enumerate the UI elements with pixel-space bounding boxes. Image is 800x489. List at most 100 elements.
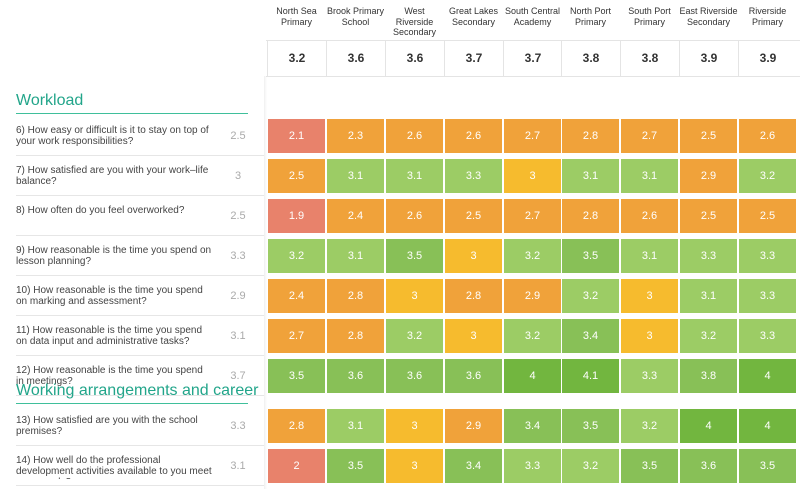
school-name-header[interactable]: North Sea Primary bbox=[276, 6, 317, 27]
score-cell[interactable]: 2.9 bbox=[445, 409, 502, 443]
score-cell[interactable]: 3.6 bbox=[680, 449, 737, 483]
score-cell[interactable]: 2.6 bbox=[445, 119, 502, 153]
score-cell[interactable]: 3 bbox=[386, 279, 443, 313]
score-cell[interactable]: 2.7 bbox=[268, 319, 325, 353]
score-cell[interactable]: 2.5 bbox=[268, 159, 325, 193]
score-cell[interactable]: 2.6 bbox=[386, 119, 443, 153]
score-cell[interactable]: 3.1 bbox=[621, 239, 678, 273]
school-name-header[interactable]: Brook Primary School bbox=[326, 6, 384, 27]
score-cell[interactable]: 3.4 bbox=[504, 409, 561, 443]
question-text[interactable]: 12) How reasonable is the time you spend… bbox=[16, 365, 203, 387]
score-cell[interactable]: 2.9 bbox=[680, 159, 737, 193]
score-cell[interactable]: 3.3 bbox=[739, 279, 796, 313]
score-cell[interactable]: 3 bbox=[445, 239, 502, 273]
score-cell[interactable]: 2.7 bbox=[504, 119, 561, 153]
score-cell[interactable]: 3.2 bbox=[504, 319, 561, 353]
score-cell[interactable]: 3.6 bbox=[445, 359, 502, 393]
score-cell[interactable]: 3.3 bbox=[739, 319, 796, 353]
score-cell[interactable]: 2.7 bbox=[621, 119, 678, 153]
question-text[interactable]: 7) How satisfied are you with your work–… bbox=[16, 165, 209, 187]
score-cell[interactable]: 3 bbox=[621, 319, 678, 353]
score-cell[interactable]: 3.3 bbox=[445, 159, 502, 193]
school-name-header[interactable]: Riverside Primary bbox=[748, 6, 787, 27]
question-text[interactable]: 11) How reasonable is the time you spend… bbox=[16, 325, 203, 347]
score-cell[interactable]: 2.1 bbox=[268, 119, 325, 153]
score-cell[interactable]: 3.2 bbox=[562, 449, 619, 483]
score-cell[interactable]: 2.4 bbox=[327, 199, 384, 233]
school-name-header[interactable]: South Port Primary bbox=[628, 6, 671, 27]
score-cell[interactable]: 3.1 bbox=[327, 239, 384, 273]
score-cell[interactable]: 3.5 bbox=[386, 239, 443, 273]
score-cell[interactable]: 3.2 bbox=[562, 279, 619, 313]
row-divider bbox=[16, 395, 264, 396]
score-cell[interactable]: 3.5 bbox=[562, 409, 619, 443]
score-cell[interactable]: 3 bbox=[621, 279, 678, 313]
score-cell[interactable]: 2.8 bbox=[445, 279, 502, 313]
score-cell[interactable]: 3.2 bbox=[739, 159, 796, 193]
score-cell[interactable]: 3.2 bbox=[268, 239, 325, 273]
score-cell[interactable]: 2.5 bbox=[739, 199, 796, 233]
score-cell[interactable]: 3.3 bbox=[739, 239, 796, 273]
score-cell[interactable]: 3.5 bbox=[562, 239, 619, 273]
score-cell[interactable]: 2.6 bbox=[621, 199, 678, 233]
score-cell[interactable]: 3.5 bbox=[621, 449, 678, 483]
question-text[interactable]: 13) How satisfied are you with the schoo… bbox=[16, 415, 198, 437]
score-cell[interactable]: 4 bbox=[680, 409, 737, 443]
score-cell[interactable]: 4 bbox=[739, 359, 796, 393]
score-cell[interactable]: 3.2 bbox=[680, 319, 737, 353]
score-cell[interactable]: 3.2 bbox=[504, 239, 561, 273]
score-cell[interactable]: 2.8 bbox=[327, 319, 384, 353]
school-name-header[interactable]: Great Lakes Secondary bbox=[448, 6, 499, 27]
score-cell[interactable]: 3.4 bbox=[562, 319, 619, 353]
score-cell[interactable]: 3.3 bbox=[680, 239, 737, 273]
school-name-header[interactable]: West Riverside Secondary bbox=[392, 6, 437, 37]
score-cell[interactable]: 2.8 bbox=[268, 409, 325, 443]
question-text[interactable]: 14) How well do the professional develop… bbox=[16, 455, 212, 479]
score-cell[interactable]: 3.1 bbox=[621, 159, 678, 193]
score-cell[interactable]: 3.5 bbox=[327, 449, 384, 483]
score-cell[interactable]: 3.1 bbox=[386, 159, 443, 193]
score-cell[interactable]: 2.8 bbox=[327, 279, 384, 313]
score-cell[interactable]: 3.1 bbox=[327, 159, 384, 193]
score-cell[interactable]: 3.2 bbox=[386, 319, 443, 353]
score-cell[interactable]: 4 bbox=[739, 409, 796, 443]
score-cell[interactable]: 3.3 bbox=[504, 449, 561, 483]
score-cell[interactable]: 3 bbox=[386, 449, 443, 483]
score-cell[interactable]: 3.6 bbox=[386, 359, 443, 393]
score-cell[interactable]: 2.6 bbox=[386, 199, 443, 233]
score-cell[interactable]: 2.5 bbox=[680, 119, 737, 153]
score-cell[interactable]: 3.5 bbox=[739, 449, 796, 483]
score-cell[interactable]: 2.7 bbox=[504, 199, 561, 233]
question-text[interactable]: 9) How reasonable is the time you spend … bbox=[16, 245, 212, 267]
score-cell[interactable]: 2.4 bbox=[268, 279, 325, 313]
score-cell[interactable]: 2 bbox=[268, 449, 325, 483]
score-cell[interactable]: 3 bbox=[386, 409, 443, 443]
score-cell[interactable]: 4 bbox=[504, 359, 561, 393]
score-cell[interactable]: 2.8 bbox=[562, 199, 619, 233]
score-cell[interactable]: 3.8 bbox=[680, 359, 737, 393]
score-cell[interactable]: 2.3 bbox=[327, 119, 384, 153]
question-text[interactable]: 6) How easy or difficult is it to stay o… bbox=[16, 125, 209, 147]
school-name-header[interactable]: East Riverside Secondary bbox=[679, 6, 738, 27]
score-cell[interactable]: 3.2 bbox=[621, 409, 678, 443]
question-text[interactable]: 10) How reasonable is the time you spend… bbox=[16, 285, 203, 307]
score-cell[interactable]: 3 bbox=[445, 319, 502, 353]
score-cell[interactable]: 2.9 bbox=[504, 279, 561, 313]
score-cell[interactable]: 3.4 bbox=[445, 449, 502, 483]
score-cell[interactable]: 2.5 bbox=[680, 199, 737, 233]
score-cell[interactable]: 3.1 bbox=[327, 409, 384, 443]
score-cell[interactable]: 3.6 bbox=[327, 359, 384, 393]
score-cell[interactable]: 2.5 bbox=[445, 199, 502, 233]
school-name-header[interactable]: South Central Academy bbox=[504, 6, 561, 27]
score-cell[interactable]: 2.6 bbox=[739, 119, 796, 153]
score-cell[interactable]: 3.1 bbox=[680, 279, 737, 313]
score-cell[interactable]: 1.9 bbox=[268, 199, 325, 233]
score-cell[interactable]: 3.3 bbox=[621, 359, 678, 393]
score-cell[interactable]: 4.1 bbox=[562, 359, 619, 393]
score-cell[interactable]: 2.8 bbox=[562, 119, 619, 153]
score-cell[interactable]: 3.1 bbox=[562, 159, 619, 193]
question-text[interactable]: 8) How often do you feel overworked? bbox=[16, 205, 185, 216]
score-cell[interactable]: 3 bbox=[504, 159, 561, 193]
score-cell[interactable]: 3.5 bbox=[268, 359, 325, 393]
school-name-header[interactable]: North Port Primary bbox=[569, 6, 611, 27]
